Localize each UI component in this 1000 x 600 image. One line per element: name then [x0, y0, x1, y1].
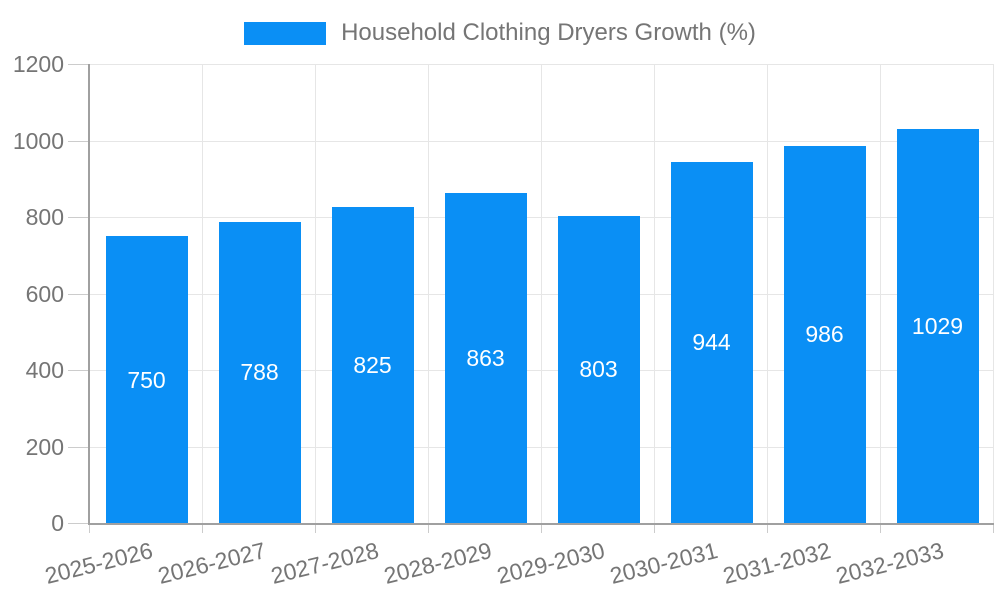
bar-value-label: 1029 — [911, 313, 964, 340]
gridline-vertical — [880, 64, 881, 523]
bar-value-label: 825 — [353, 352, 392, 379]
bar[interactable]: 863 — [444, 192, 527, 523]
bar[interactable]: 750 — [105, 236, 188, 523]
bar[interactable]: 825 — [331, 207, 414, 523]
x-tick-mark — [89, 525, 90, 533]
y-axis-label: 200 — [25, 433, 64, 460]
x-tick-mark — [654, 525, 655, 533]
gridline-horizontal — [90, 64, 994, 65]
x-tick-mark — [202, 525, 203, 533]
y-axis-label: 1000 — [12, 127, 64, 154]
gridline-horizontal — [90, 293, 994, 295]
bar-value-label: 750 — [127, 366, 166, 393]
legend-swatch — [244, 21, 327, 45]
bar-value-label: 944 — [692, 329, 731, 356]
gridline-horizontal — [90, 217, 994, 218]
bar[interactable]: 803 — [557, 215, 640, 523]
gridline-horizontal — [90, 140, 994, 142]
y-axis: 0 200 400 600 800 1000 1200 — [0, 51, 64, 536]
gridline-vertical — [315, 64, 316, 523]
y-tick-mark — [68, 217, 88, 218]
bar-value-label: 986 — [805, 321, 844, 348]
legend-series-label: Household Clothing Dryers Growth (%) — [341, 19, 756, 46]
gridline-horizontal — [90, 446, 994, 448]
bar-value-label: 863 — [466, 344, 505, 371]
y-tick-mark — [68, 64, 88, 65]
y-axis-label: 800 — [25, 204, 64, 230]
y-tick-mark — [68, 140, 88, 142]
gridline-vertical — [767, 64, 768, 523]
y-tick-mark — [68, 523, 88, 524]
bar-value-label: 803 — [579, 356, 618, 383]
plot-area: 750 788 825 863 803 944 986 1029 — [68, 64, 994, 533]
y-tick-mark — [68, 446, 88, 448]
x-tick-mark — [993, 525, 994, 533]
y-tick-mark — [68, 293, 88, 295]
x-tick-mark — [880, 525, 881, 533]
bar-value-label: 788 — [240, 359, 279, 386]
gridline-vertical — [428, 64, 429, 523]
y-tick-mark — [68, 370, 88, 371]
gridline-vertical — [654, 64, 655, 523]
chart-legend[interactable]: Household Clothing Dryers Growth (%) — [0, 19, 1000, 47]
x-tick-mark — [428, 525, 429, 533]
bar[interactable]: 944 — [670, 161, 753, 523]
bar[interactable]: 986 — [783, 145, 866, 523]
gridline-vertical — [541, 64, 542, 523]
bar[interactable]: 788 — [218, 221, 301, 523]
bar[interactable]: 1029 — [896, 129, 979, 523]
x-tick-mark — [767, 525, 768, 533]
y-axis-label: 0 — [51, 510, 64, 536]
gridline-vertical — [202, 64, 203, 523]
y-axis-label: 1200 — [12, 51, 64, 77]
y-axis-label: 400 — [25, 357, 64, 383]
gridline-horizontal — [90, 370, 994, 371]
x-tick-mark — [541, 525, 542, 533]
y-axis-label: 600 — [25, 280, 64, 307]
x-tick-mark — [315, 525, 316, 533]
gridline-vertical — [993, 64, 994, 523]
